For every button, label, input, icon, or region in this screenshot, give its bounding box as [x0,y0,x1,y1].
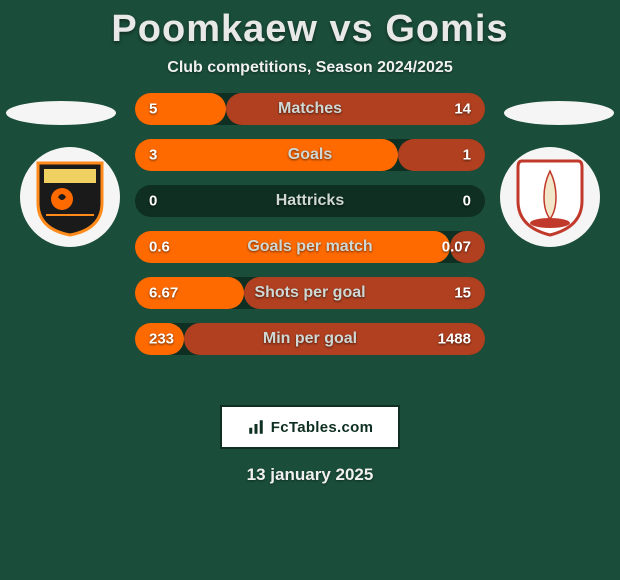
spotlight-left [6,101,116,125]
spotlight-right [504,101,614,125]
stat-value-left: 0 [149,193,157,210]
page-title: Poomkaew vs Gomis [0,0,620,51]
stat-value-right: 0.07 [442,239,471,256]
bar-fill-right [226,93,485,125]
team-crest-right [500,147,600,247]
stat-value-right: 15 [454,285,471,302]
stat-value-right: 1 [463,147,471,164]
stat-row: 6.67 Shots per goal 15 [135,277,485,309]
stat-row: 233 Min per goal 1488 [135,323,485,355]
bar-fill-left [135,139,398,171]
brand-badge[interactable]: FcTables.com [220,405,400,449]
stat-row: 0.6 Goals per match 0.07 [135,231,485,263]
brand-text: FcTables.com [271,419,374,436]
snapshot-date: 13 january 2025 [0,465,620,485]
stat-value-right: 0 [463,193,471,210]
stat-row: 3 Goals 1 [135,139,485,171]
stat-label: Hattricks [276,192,344,210]
comparison-arena: 5 Matches 14 3 Goals 1 0 Hattricks 0 0.6 Goals per… [0,101,620,391]
shield-icon [514,157,586,237]
stat-label: Goals per match [247,238,372,256]
stat-row: 5 Matches 14 [135,93,485,125]
stat-value-right: 1488 [438,331,471,348]
bar-fill-right [398,139,486,171]
stat-value-right: 14 [454,101,471,118]
stat-row: 0 Hattricks 0 [135,185,485,217]
stat-value-left: 6.67 [149,285,178,302]
chart-icon [247,418,265,436]
stat-value-left: 233 [149,331,174,348]
stat-rows: 5 Matches 14 3 Goals 1 0 Hattricks 0 0.6 Goals per… [135,93,485,369]
stat-value-left: 3 [149,147,157,164]
team-crest-left [20,147,120,247]
stat-label: Goals [288,146,332,164]
stat-value-left: 0.6 [149,239,170,256]
stat-label: Shots per goal [254,284,365,302]
stat-label: Matches [278,100,342,118]
stat-value-left: 5 [149,101,157,118]
shield-icon [34,157,106,237]
subtitle: Club competitions, Season 2024/2025 [0,59,620,77]
stat-label: Min per goal [263,330,357,348]
